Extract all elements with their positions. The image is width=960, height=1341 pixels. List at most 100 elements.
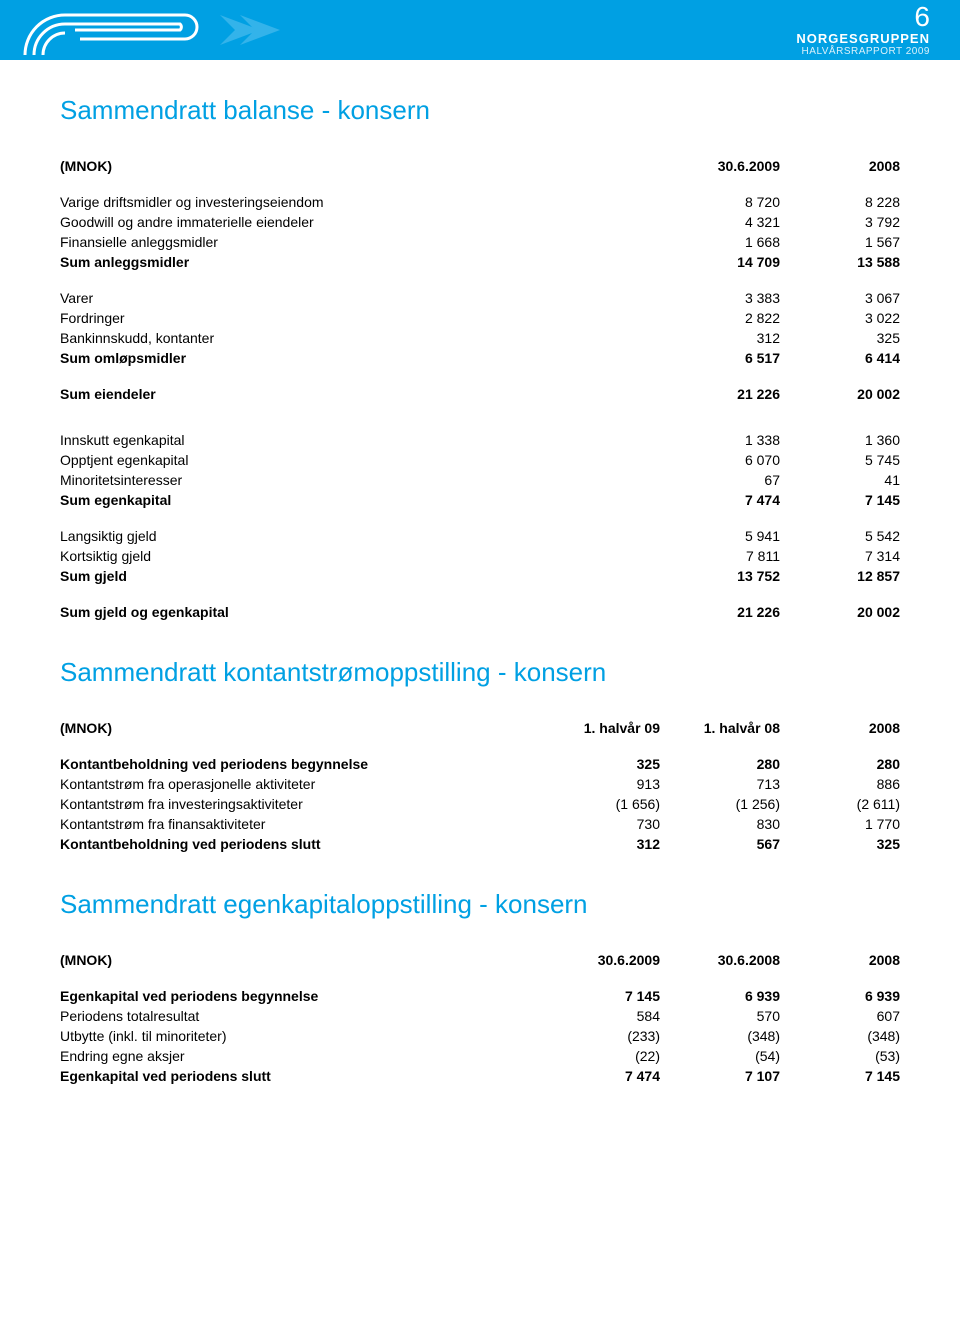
row-label: Kontantstrøm fra operasjonelle aktivitet…	[60, 774, 540, 794]
cell: 1 338	[660, 404, 780, 450]
cell: 21 226	[660, 368, 780, 404]
row-label: Kontantstrøm fra finansaktiviteter	[60, 814, 540, 834]
row-label: Goodwill og andre immaterielle eiendeler	[60, 212, 660, 232]
brand-subtitle: HALVÅRSRAPPORT 2009	[796, 46, 930, 57]
cell: 6 939	[660, 986, 780, 1006]
cell: (233)	[540, 1026, 660, 1046]
row-label: Opptjent egenkapital	[60, 450, 660, 470]
cell: 3 383	[660, 272, 780, 308]
cell: 7 145	[780, 490, 900, 510]
cell: 570	[660, 1006, 780, 1026]
cell: (1 656)	[540, 794, 660, 814]
balance-table: (MNOK) 30.6.2009 2008 Varige driftsmidle…	[60, 156, 900, 622]
cell: (53)	[780, 1046, 900, 1066]
cell: 607	[780, 1006, 900, 1026]
row-label: Kontantbeholdning ved periodens begynnel…	[60, 754, 540, 774]
col-header: 30.6.2009	[540, 950, 660, 986]
cell: 6 070	[660, 450, 780, 470]
row-label: Kontantbeholdning ved periodens slutt	[60, 834, 540, 854]
row-label: Egenkapital ved periodens begynnelse	[60, 986, 540, 1006]
page-content: Sammendratt balanse - konsern (MNOK) 30.…	[0, 60, 960, 1136]
row-label: Minoritetsinteresser	[60, 470, 660, 490]
brand-name: NORGESGRUPPEN	[796, 31, 930, 46]
row-label: Egenkapital ved periodens slutt	[60, 1066, 540, 1086]
cell: (348)	[660, 1026, 780, 1046]
cell: 730	[540, 814, 660, 834]
cell: 886	[780, 774, 900, 794]
cell: 1 360	[780, 404, 900, 450]
cell: 3 792	[780, 212, 900, 232]
cell: 1 668	[660, 232, 780, 252]
col-header: 30.6.2008	[660, 950, 780, 986]
cell: 567	[660, 834, 780, 854]
cell: 8 720	[660, 192, 780, 212]
cell: 830	[660, 814, 780, 834]
unit-label: (MNOK)	[60, 950, 540, 986]
cell: 21 226	[660, 586, 780, 622]
unit-label: (MNOK)	[60, 156, 660, 192]
cell: 41	[780, 470, 900, 490]
cell: 8 228	[780, 192, 900, 212]
row-label: Endring egne aksjer	[60, 1046, 540, 1066]
row-label: Sum eiendeler	[60, 368, 660, 404]
cell: 13 752	[660, 566, 780, 586]
cell: 280	[780, 754, 900, 774]
equity-table: (MNOK) 30.6.2009 30.6.2008 2008 Egenkapi…	[60, 950, 900, 1086]
cell: 325	[780, 328, 900, 348]
balance-title: Sammendratt balanse - konsern	[60, 95, 900, 126]
equity-title: Sammendratt egenkapitaloppstilling - kon…	[60, 889, 900, 920]
cell: 67	[660, 470, 780, 490]
cell: 7 145	[540, 986, 660, 1006]
cell: 2 822	[660, 308, 780, 328]
cell: 7 474	[540, 1066, 660, 1086]
cell: 325	[780, 834, 900, 854]
row-label: Innskutt egenkapital	[60, 404, 660, 450]
cell: 7 314	[780, 546, 900, 566]
row-label: Varige driftsmidler og investeringseiend…	[60, 192, 660, 212]
logo-arcs	[20, 5, 280, 55]
row-label: Sum omløpsmidler	[60, 348, 660, 368]
cell: 14 709	[660, 252, 780, 272]
cell: 7 474	[660, 490, 780, 510]
cell: 6 939	[780, 986, 900, 1006]
col-header: 1. halvår 08	[660, 718, 780, 754]
cell: 5 941	[660, 510, 780, 546]
row-label: Periodens totalresultat	[60, 1006, 540, 1026]
row-label: Varer	[60, 272, 660, 308]
cell: (348)	[780, 1026, 900, 1046]
cell: 280	[660, 754, 780, 774]
page-number: 6	[796, 3, 930, 31]
cell: 7 145	[780, 1066, 900, 1086]
cell: 5 745	[780, 450, 900, 470]
cell: 4 321	[660, 212, 780, 232]
row-label: Sum gjeld og egenkapital	[60, 586, 660, 622]
unit-label: (MNOK)	[60, 718, 540, 754]
cashflow-title: Sammendratt kontantstrømoppstilling - ko…	[60, 657, 900, 688]
row-label: Utbytte (inkl. til minoriteter)	[60, 1026, 540, 1046]
row-label: Bankinnskudd, kontanter	[60, 328, 660, 348]
cell: (1 256)	[660, 794, 780, 814]
col-header: 2008	[780, 950, 900, 986]
cell: 5 542	[780, 510, 900, 546]
row-label: Sum gjeld	[60, 566, 660, 586]
cell: 20 002	[780, 368, 900, 404]
cell: 713	[660, 774, 780, 794]
cell: 7 811	[660, 546, 780, 566]
col-header: 1. halvår 09	[540, 718, 660, 754]
cell: 312	[540, 834, 660, 854]
cell: 325	[540, 754, 660, 774]
cell: 3 067	[780, 272, 900, 308]
cell: 13 588	[780, 252, 900, 272]
row-label: Sum anleggsmidler	[60, 252, 660, 272]
cell: 584	[540, 1006, 660, 1026]
row-label: Finansielle anleggsmidler	[60, 232, 660, 252]
cell: 1 567	[780, 232, 900, 252]
brand-block: 6 NORGESGRUPPEN HALVÅRSRAPPORT 2009	[796, 3, 930, 57]
col-header: 2008	[780, 718, 900, 754]
cashflow-table: (MNOK) 1. halvår 09 1. halvår 08 2008 Ko…	[60, 718, 900, 854]
row-label: Fordringer	[60, 308, 660, 328]
cell: 913	[540, 774, 660, 794]
col-header: 30.6.2009	[660, 156, 780, 192]
cell: (54)	[660, 1046, 780, 1066]
cell: 6 414	[780, 348, 900, 368]
